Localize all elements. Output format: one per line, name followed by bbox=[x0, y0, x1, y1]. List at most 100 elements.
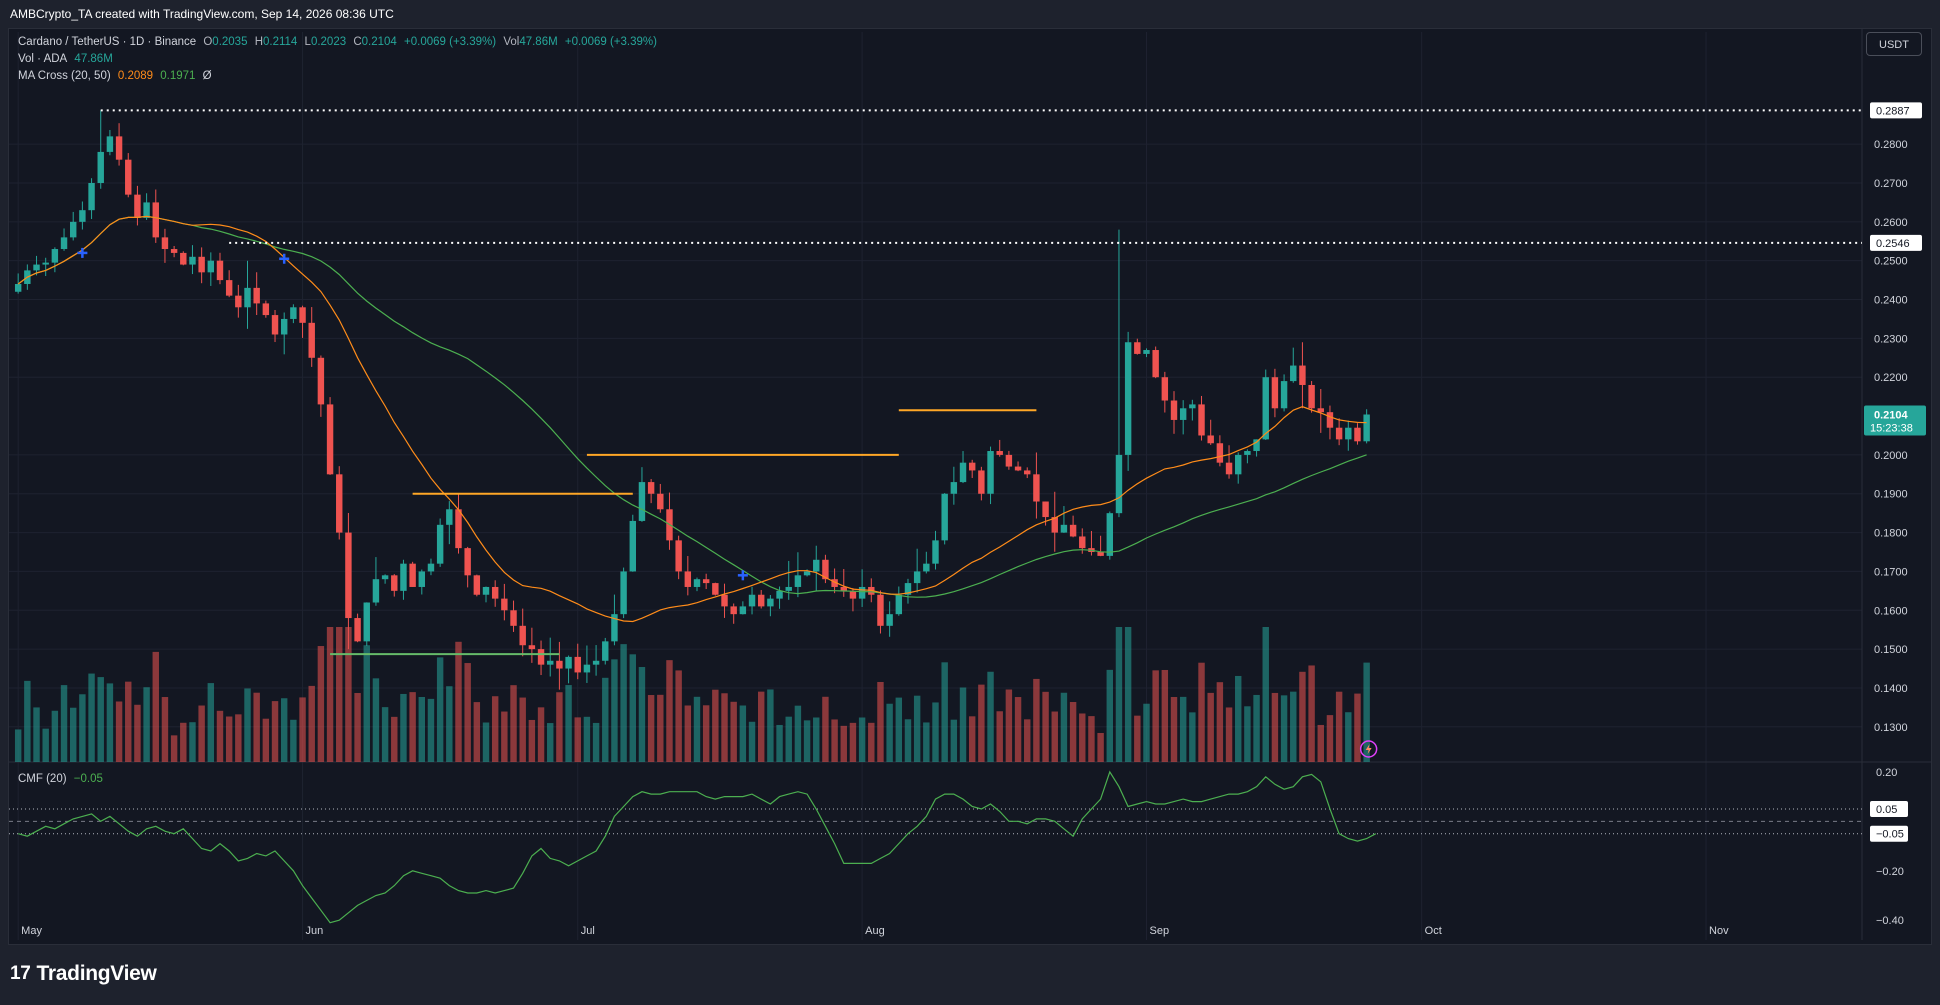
candle-body bbox=[693, 579, 701, 587]
volume-bar bbox=[189, 722, 196, 762]
volume-bar bbox=[950, 719, 958, 762]
candle-body bbox=[363, 602, 370, 642]
chart-frame[interactable] bbox=[8, 28, 1932, 945]
volume-bar bbox=[537, 707, 545, 762]
candle-body bbox=[537, 649, 545, 665]
volume-bar bbox=[1253, 694, 1260, 762]
volume-bar bbox=[1143, 703, 1150, 762]
cmf-line bbox=[18, 770, 1377, 924]
symbol-title[interactable]: Cardano / TetherUS · 1D · Binance bbox=[18, 36, 197, 48]
volume-bar bbox=[1216, 682, 1224, 762]
volume-bar bbox=[757, 691, 765, 762]
candle-body bbox=[262, 303, 270, 316]
candle-body bbox=[60, 237, 68, 250]
ma-cross-label[interactable]: MA Cross (20, 50) bbox=[18, 70, 111, 82]
candle-body bbox=[950, 482, 958, 494]
volume-bar bbox=[574, 717, 581, 762]
last-price-tag bbox=[1864, 405, 1926, 436]
volume-bar bbox=[418, 696, 426, 762]
volume-indicator-value: 47.86M bbox=[74, 53, 113, 65]
candle-body bbox=[1280, 381, 1288, 409]
candle-body bbox=[1262, 377, 1269, 440]
volume-bar bbox=[620, 644, 627, 762]
candle-body bbox=[271, 315, 279, 335]
volume-bar bbox=[106, 683, 114, 762]
volume-bar bbox=[391, 716, 398, 762]
candle-body bbox=[1308, 384, 1315, 409]
volume-bar bbox=[675, 670, 682, 762]
candle-body bbox=[675, 540, 682, 572]
volume-bar bbox=[547, 723, 554, 762]
volume-bar bbox=[684, 705, 692, 762]
volume-bar bbox=[409, 692, 416, 762]
ohlc-low: 0.2023 bbox=[310, 36, 347, 48]
volume-bar bbox=[354, 693, 361, 762]
volume-bar bbox=[1033, 678, 1040, 762]
volume-bar bbox=[170, 735, 178, 762]
candle-body bbox=[1253, 439, 1260, 452]
volume-bar bbox=[702, 705, 710, 762]
volume-bar bbox=[1299, 671, 1306, 762]
volume-bar bbox=[1161, 669, 1169, 762]
candle-body bbox=[143, 202, 150, 218]
candle-body bbox=[1097, 552, 1104, 556]
ohlc-open: 0.2035 bbox=[212, 36, 248, 48]
ohlc-close-label: C bbox=[353, 36, 362, 48]
cmf-label[interactable]: CMF (20) bbox=[18, 773, 67, 785]
last-price-label: 0.2104 bbox=[1874, 410, 1909, 422]
volume-indicator-label[interactable]: Vol · ADA bbox=[18, 53, 68, 65]
candle-body bbox=[1042, 501, 1049, 518]
volume-bar bbox=[1170, 697, 1178, 762]
volume-bar bbox=[235, 714, 242, 762]
tradingview-logo-text: TradingView bbox=[36, 962, 157, 985]
volume-bar bbox=[959, 687, 967, 762]
volume-bar bbox=[125, 681, 132, 762]
candle-body bbox=[308, 322, 315, 358]
volume-bar bbox=[1005, 689, 1013, 762]
volume-bar bbox=[1097, 732, 1104, 762]
candle-body bbox=[1207, 435, 1214, 444]
volume-bar bbox=[455, 641, 462, 762]
candle-body bbox=[253, 287, 260, 304]
candle-body bbox=[1326, 412, 1334, 428]
volume-bar bbox=[941, 662, 948, 762]
candle-body bbox=[381, 575, 389, 580]
candle-body bbox=[446, 509, 453, 525]
candle-body bbox=[491, 586, 499, 599]
volume-bar bbox=[1152, 670, 1159, 762]
volume-bar bbox=[143, 687, 150, 762]
volume-bar bbox=[134, 704, 141, 762]
volume-bar bbox=[813, 717, 820, 762]
volume-bar bbox=[1317, 724, 1324, 762]
candle-body bbox=[1290, 365, 1297, 382]
candle-body bbox=[79, 210, 86, 222]
volume-bar bbox=[1051, 711, 1058, 762]
volume-bar bbox=[280, 698, 288, 762]
candle-body bbox=[1106, 513, 1114, 556]
cmf-tick-label: 0.20 bbox=[1876, 767, 1897, 779]
volume-bar bbox=[822, 696, 829, 762]
volume-bar bbox=[886, 703, 893, 762]
volume-bar bbox=[464, 663, 471, 762]
volume-bar bbox=[1207, 692, 1214, 762]
volume-bar bbox=[115, 701, 123, 762]
candle-body bbox=[968, 462, 976, 471]
currency-button[interactable]: USDT bbox=[1866, 32, 1922, 56]
price-tick-label: 0.2700 bbox=[1874, 178, 1908, 190]
volume-bar bbox=[33, 707, 40, 762]
tradingview-logo[interactable]: 17 TradingView bbox=[10, 962, 157, 986]
candle-body bbox=[776, 590, 783, 599]
volume-bar bbox=[436, 657, 444, 762]
candle-body bbox=[345, 532, 352, 619]
volume-bar bbox=[904, 719, 912, 762]
candle-body bbox=[583, 664, 591, 673]
volume-bar bbox=[987, 671, 994, 762]
volume-bar bbox=[1308, 665, 1315, 762]
candle-body bbox=[941, 493, 948, 541]
volume-bar bbox=[1335, 691, 1343, 762]
candle-body bbox=[42, 262, 49, 265]
volume-bar bbox=[858, 717, 866, 762]
candle-body bbox=[97, 151, 104, 183]
volume-bar bbox=[583, 716, 591, 762]
